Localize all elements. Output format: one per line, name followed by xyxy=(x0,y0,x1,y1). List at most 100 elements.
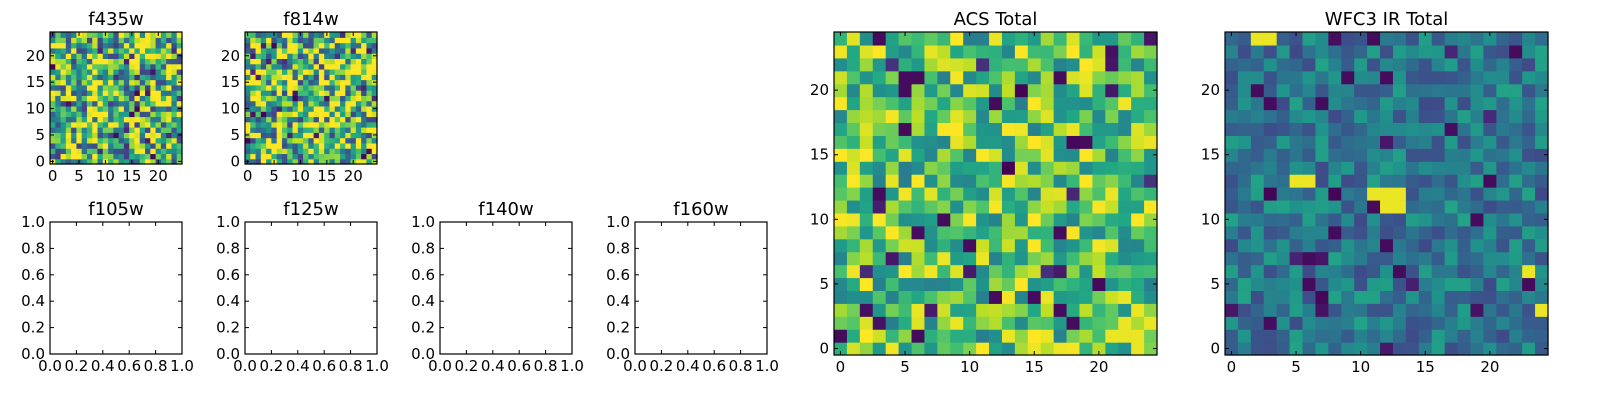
heatmap-cell xyxy=(60,47,67,54)
heatmap-cell xyxy=(50,42,56,49)
heatmap-cell xyxy=(366,84,373,91)
heatmap-cell xyxy=(1144,174,1158,188)
heatmap-cell xyxy=(303,158,309,165)
heatmap-cell xyxy=(1092,316,1106,330)
heatmap-cell xyxy=(334,137,341,144)
heatmap-cell xyxy=(1001,32,1016,46)
heatmap-cell xyxy=(1053,57,1068,72)
heatmap-cell xyxy=(846,57,861,72)
heatmap-cell xyxy=(1001,342,1016,356)
heatmap-cell xyxy=(350,90,357,96)
heatmap-cell xyxy=(872,70,887,85)
heatmap-cell xyxy=(1250,199,1265,214)
heatmap-cell xyxy=(303,142,309,149)
heatmap-cell xyxy=(145,158,151,165)
heatmap-cell xyxy=(113,37,120,44)
heatmap-cell xyxy=(1040,303,1055,317)
heatmap-cell xyxy=(245,142,251,149)
heatmap-cell xyxy=(81,111,88,118)
heatmap-cell xyxy=(97,84,104,91)
heatmap-cell xyxy=(313,121,320,128)
heatmap-cell xyxy=(1302,264,1317,279)
heatmap-cell xyxy=(176,100,183,107)
y-tick-label: 0.2 xyxy=(21,319,45,337)
heatmap-cell xyxy=(281,148,288,155)
heatmap-cell xyxy=(97,53,104,59)
heatmap-cell xyxy=(1302,44,1317,59)
heatmap-cell xyxy=(1367,303,1381,317)
panel-title: f814w xyxy=(283,9,338,30)
heatmap-cell xyxy=(1367,57,1381,72)
heatmap-cell xyxy=(1014,251,1029,266)
heatmap-cell xyxy=(1418,135,1433,149)
heatmap-cell xyxy=(50,37,56,44)
y-tick-label: 0.4 xyxy=(21,292,45,310)
heatmap-cell xyxy=(318,148,325,155)
heatmap-cell xyxy=(924,161,938,175)
heatmap-cell xyxy=(65,32,72,38)
heatmap-cell xyxy=(1225,316,1239,330)
heatmap-cell xyxy=(255,105,262,112)
heatmap-cell xyxy=(1457,199,1472,214)
heatmap-cell xyxy=(308,105,315,112)
heatmap-cell xyxy=(350,142,357,149)
heatmap-cell xyxy=(102,79,109,86)
heatmap-cell xyxy=(1053,32,1068,46)
heatmap-cell xyxy=(318,142,325,149)
y-tick-label: 0.0 xyxy=(21,345,45,363)
heatmap-cell xyxy=(371,47,378,54)
heatmap-cell xyxy=(834,225,848,240)
heatmap-cell xyxy=(318,116,325,123)
heatmap-cell xyxy=(924,303,938,317)
heatmap-cell xyxy=(834,199,848,214)
heatmap-cell xyxy=(371,68,378,75)
heatmap-cell xyxy=(1380,212,1394,227)
y-tick-label: 10 xyxy=(26,100,45,118)
heatmap-cell xyxy=(65,90,72,96)
heatmap-cell xyxy=(287,142,294,149)
heatmap-cell xyxy=(1470,174,1484,188)
heatmap-cell xyxy=(139,100,146,107)
heatmap-cell xyxy=(937,148,951,162)
heatmap-cell xyxy=(1367,199,1381,214)
heatmap-cell xyxy=(1014,109,1029,124)
heatmap-cell xyxy=(1418,212,1433,227)
heatmap-cell xyxy=(260,132,267,139)
heatmap-cell xyxy=(1289,303,1304,317)
heatmap-cell xyxy=(1040,32,1055,46)
heatmap-cell xyxy=(81,121,88,128)
heatmap-cell xyxy=(371,116,378,123)
heatmap-cell xyxy=(924,187,938,201)
heatmap-cell xyxy=(108,58,114,65)
heatmap-cell xyxy=(1483,109,1497,124)
heatmap-cell xyxy=(334,42,341,49)
heatmap-cell xyxy=(924,44,938,59)
heatmap-cell xyxy=(297,90,304,96)
heatmap-cell xyxy=(371,58,378,65)
heatmap-cell xyxy=(160,121,167,128)
heatmap-cell xyxy=(1001,174,1016,188)
heatmap-cell xyxy=(1354,225,1368,240)
y-tick-label: 0.6 xyxy=(411,266,435,284)
heatmap-cell xyxy=(55,148,62,155)
heatmap-cell xyxy=(60,127,67,133)
heatmap-cell xyxy=(118,153,125,160)
heatmap-cell xyxy=(1289,187,1304,201)
heatmap-cell xyxy=(92,37,99,44)
heatmap-cell xyxy=(1118,212,1132,227)
heatmap-cell xyxy=(81,127,88,133)
heatmap-cell xyxy=(1276,277,1291,291)
heatmap-cell xyxy=(1496,290,1510,304)
heatmap-cell xyxy=(1431,32,1446,46)
heatmap-cell xyxy=(76,63,83,70)
heatmap-cell xyxy=(1470,187,1484,201)
heatmap-cell xyxy=(297,42,304,49)
heatmap-cell xyxy=(1250,32,1265,46)
heatmap-cell xyxy=(1509,161,1523,175)
heatmap-cell xyxy=(297,63,304,70)
heatmap-cell xyxy=(911,57,926,72)
heatmap-cell xyxy=(1405,212,1420,227)
heatmap-cell xyxy=(885,57,900,72)
y-tick-label: 0.6 xyxy=(21,266,45,284)
heatmap-cell xyxy=(1040,316,1055,330)
